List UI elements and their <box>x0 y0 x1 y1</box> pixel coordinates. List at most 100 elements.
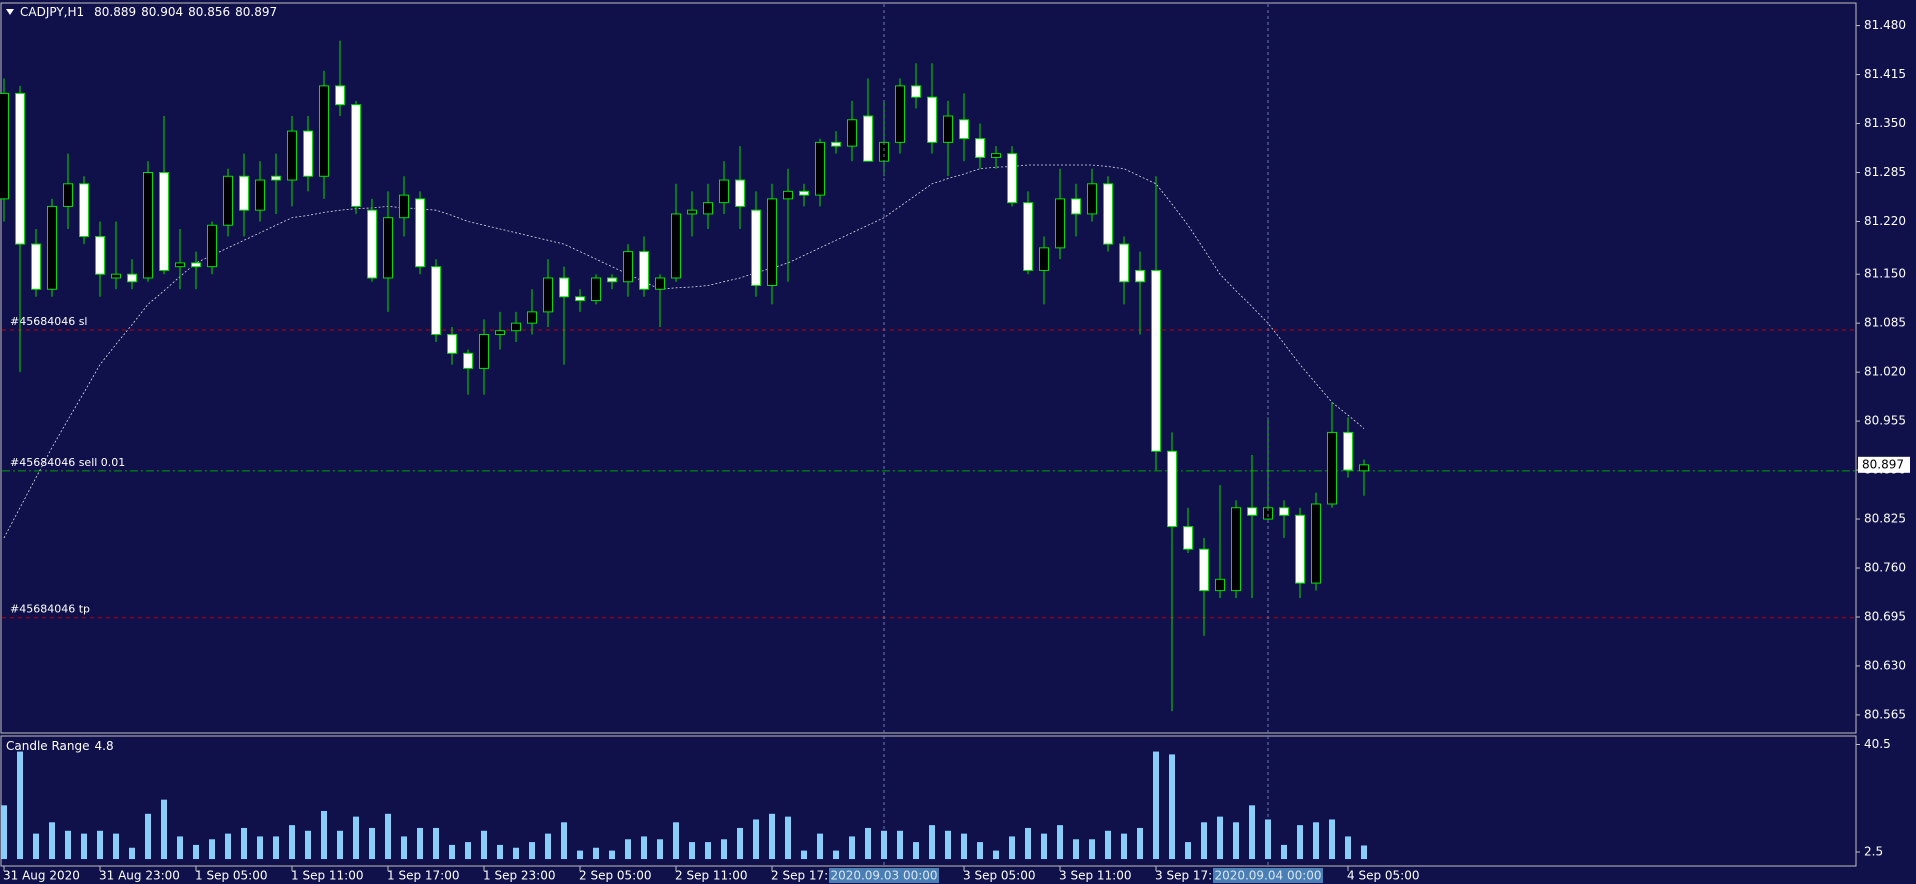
range-bar <box>1345 836 1351 860</box>
range-bar <box>657 839 663 860</box>
range-bar <box>609 850 615 860</box>
y-tick-label: 80.760 <box>1864 561 1906 575</box>
candle-body <box>559 277 569 298</box>
x-tick-label: 31 Aug 23:00 <box>99 869 180 883</box>
candle-body <box>927 96 937 143</box>
candle-body <box>335 85 345 106</box>
range-bar <box>385 813 391 860</box>
range-bar <box>1153 751 1159 860</box>
range-bar <box>481 830 487 860</box>
range-bar <box>945 830 951 860</box>
range-bar <box>65 830 71 860</box>
range-bar <box>977 842 983 860</box>
header-field: CADJPY,H1 <box>20 5 84 19</box>
range-bar <box>81 833 87 860</box>
price-tag <box>1858 456 1910 473</box>
range-bar <box>449 844 455 860</box>
candle-body <box>383 217 393 279</box>
y-tick-label: 81.415 <box>1864 67 1906 81</box>
candle-body <box>623 251 633 283</box>
range-bar <box>721 839 727 860</box>
range-bar <box>801 850 807 860</box>
candle-body <box>1199 548 1209 592</box>
candle-body <box>79 183 89 238</box>
y-tick-label: 40.5 <box>1864 737 1891 751</box>
candle-body <box>1263 507 1273 520</box>
range-bar <box>1169 754 1175 860</box>
candle-body <box>1359 464 1369 472</box>
range-bar <box>1265 819 1271 860</box>
range-bar <box>209 839 215 860</box>
y-tick-label: 80.955 <box>1864 414 1906 428</box>
range-bar <box>1041 833 1047 860</box>
y-tick-label: 81.220 <box>1864 214 1906 228</box>
candle-body <box>735 179 745 207</box>
candle-body <box>319 85 329 177</box>
candle-body <box>943 115 953 143</box>
range-bar <box>369 827 375 860</box>
order-label: #45684046 sl <box>10 315 88 328</box>
x-tick-label: 2 Sep 05:00 <box>579 869 651 883</box>
range-bar <box>17 751 23 860</box>
candle-body <box>543 277 553 313</box>
range-bar <box>241 827 247 860</box>
range-bar <box>257 836 263 860</box>
range-bar <box>865 827 871 860</box>
candle-body <box>1039 247 1049 271</box>
candle-body <box>95 236 105 275</box>
y-tick-label: 81.085 <box>1864 316 1906 330</box>
price-tag-label: 80.897 <box>1862 457 1904 471</box>
range-bar <box>897 830 903 860</box>
x-tick-label: 1 Sep 11:00 <box>291 869 363 883</box>
candle-body <box>1247 507 1257 516</box>
range-bar <box>1201 822 1207 860</box>
candle-body <box>1311 503 1321 584</box>
range-bar <box>1329 819 1335 860</box>
range-bar <box>753 819 759 860</box>
x-tick-label: 31 Aug 2020 <box>3 869 80 883</box>
range-bar <box>97 830 103 860</box>
candle-body <box>1023 202 1033 271</box>
candle-body <box>367 209 377 279</box>
indicator-title: Candle Range 4.8 <box>6 739 114 753</box>
range-bar <box>673 822 679 860</box>
range-bar <box>1121 833 1127 860</box>
candle-body <box>1119 243 1129 283</box>
range-bar <box>353 816 359 860</box>
y-tick-label: 81.480 <box>1864 18 1906 32</box>
order-label: #45684046 tp <box>10 603 90 616</box>
candle-body <box>1279 507 1289 516</box>
candle-body <box>431 266 441 335</box>
x-tick-label: 2 Sep 11:00 <box>675 869 747 883</box>
header-field: 80.904 <box>141 5 183 19</box>
range-bar <box>1 805 7 860</box>
candle-body <box>1231 507 1241 592</box>
range-bar <box>1217 816 1223 860</box>
menu-arrow[interactable] <box>6 9 14 15</box>
range-bar <box>321 810 327 860</box>
candle-body <box>31 243 41 290</box>
candle-body <box>1215 578 1225 592</box>
candle-body <box>895 85 905 143</box>
candle-body <box>47 205 57 290</box>
candle-body <box>751 209 761 287</box>
marker-box <box>829 868 939 883</box>
range-bar <box>929 825 935 860</box>
candle-body <box>1343 431 1353 471</box>
candle-body <box>1327 431 1337 505</box>
candle-body <box>447 333 457 354</box>
range-bar <box>497 844 503 860</box>
candle-body <box>1087 183 1097 215</box>
candle-body <box>687 209 697 215</box>
range-bar <box>289 825 295 860</box>
candle-body <box>1295 514 1305 584</box>
range-bar <box>961 833 967 860</box>
range-bar <box>1009 836 1015 860</box>
range-bar <box>577 850 583 860</box>
range-bar <box>417 827 423 860</box>
candle-body <box>111 273 121 279</box>
candle-body <box>479 333 489 369</box>
range-bar <box>401 836 407 860</box>
